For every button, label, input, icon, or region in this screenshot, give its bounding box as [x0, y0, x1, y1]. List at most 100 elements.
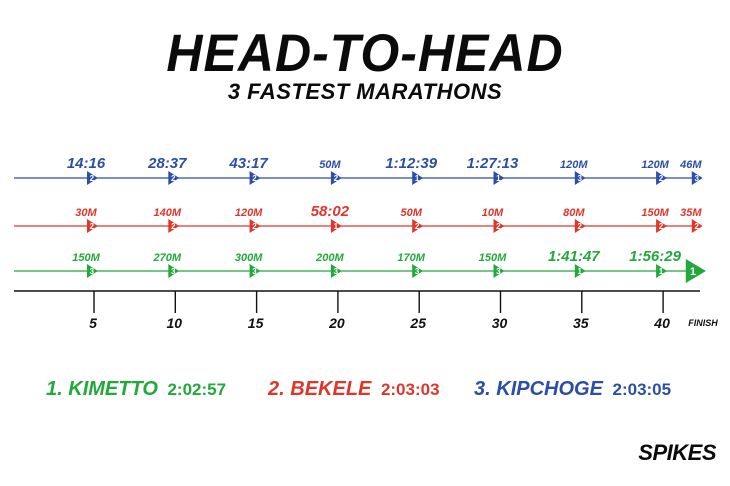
position-number: 2 — [171, 222, 176, 231]
position-marker — [691, 171, 703, 185]
position-number: 3 — [577, 174, 582, 183]
legend-kimetto: 1. KIMETTO 2:02:57 — [46, 378, 226, 401]
position-marker — [87, 264, 98, 278]
position-number: 2 — [90, 222, 95, 231]
position-number: 2 — [577, 222, 582, 231]
position-marker — [656, 219, 667, 233]
legend-rank: 1. — [46, 378, 63, 400]
split-label: 140M — [154, 207, 182, 219]
legend-name: BEKELE — [290, 378, 372, 400]
position-number: 2 — [415, 222, 420, 231]
position-marker — [168, 171, 180, 185]
split-label: 35M — [680, 207, 702, 219]
x-tick-label: 20 — [328, 315, 345, 331]
legend-time: 2:03:05 — [612, 380, 672, 399]
split-label: 120M — [235, 207, 263, 219]
position-number: 2 — [252, 222, 257, 231]
position-marker — [574, 264, 586, 278]
position-marker — [87, 219, 98, 233]
position-marker — [412, 264, 424, 278]
position-marker — [87, 171, 98, 185]
position-number: 3 — [334, 267, 339, 276]
position-marker — [330, 219, 342, 233]
spikes-logo: SPIKES — [638, 440, 716, 465]
split-label: 46M — [679, 159, 702, 171]
split-label: 170M — [397, 252, 425, 264]
legend-name: KIPCHOGE — [496, 378, 603, 400]
legend: 1. KIMETTO 2:02:57 2. BEKELE 2:03:03 3. … — [0, 378, 730, 410]
legend-kipchoge: 3. KIPCHOGE 2:03:05 — [474, 378, 671, 401]
split-label: 50M — [319, 159, 341, 171]
split-label: 200M — [315, 252, 344, 264]
chart-subtitle: 3 FASTEST MARATHONS — [227, 79, 503, 104]
split-label: 43:17 — [228, 155, 268, 172]
legend-name: KIMETTO — [68, 378, 158, 400]
legend-rank: 3. — [474, 378, 491, 400]
position-number: 3 — [694, 174, 699, 183]
split-label: 14:16 — [67, 155, 106, 172]
position-marker — [249, 171, 261, 185]
position-marker — [493, 219, 505, 233]
split-label: 270M — [153, 252, 182, 264]
position-marker — [330, 264, 342, 278]
split-label: 120M — [641, 159, 669, 171]
x-tick-label: 5 — [89, 315, 97, 331]
position-marker — [330, 171, 342, 185]
position-number: 1 — [334, 222, 339, 231]
title-block: HEAD-TO-HEAD 3 FASTEST MARATHONS — [0, 23, 730, 104]
legend-time: 2:02:57 — [167, 380, 227, 399]
split-label: 58:02 — [311, 203, 350, 220]
position-number: 1 — [577, 267, 582, 276]
position-number: 2 — [659, 174, 664, 183]
position-number: 2 — [171, 174, 176, 183]
split-label: 1:27:13 — [467, 155, 519, 172]
split-label: 10M — [482, 207, 504, 219]
position-marker — [493, 264, 505, 278]
position-number: 3 — [171, 267, 176, 276]
split-label: 1:56:29 — [629, 248, 681, 265]
split-label: 150M — [641, 207, 669, 219]
position-number: 1 — [659, 267, 664, 276]
x-tick-label: 15 — [248, 315, 264, 331]
position-number: 2 — [496, 222, 501, 231]
split-label: 28:37 — [147, 155, 187, 172]
split-label: 80M — [563, 207, 585, 219]
legend-rank: 2. — [268, 378, 285, 400]
position-number: 3 — [90, 267, 95, 276]
position-marker — [574, 171, 586, 185]
position-marker — [412, 219, 424, 233]
position-marker — [656, 264, 667, 278]
split-label: 150M — [72, 252, 100, 264]
x-tick-label: 40 — [653, 315, 670, 331]
x-tick-label: FINISH — [688, 318, 718, 328]
position-marker — [691, 219, 703, 233]
x-tick-label: 25 — [409, 315, 426, 331]
position-marker — [168, 264, 180, 278]
position-marker — [656, 171, 667, 185]
position-marker — [685, 259, 706, 283]
position-marker — [574, 219, 586, 233]
legend-time: 2:03:03 — [380, 380, 440, 399]
position-number: 2 — [334, 174, 339, 183]
position-number: 1 — [415, 174, 420, 183]
position-number: 3 — [496, 267, 501, 276]
split-label: 50M — [400, 207, 422, 219]
position-number: 3 — [415, 267, 420, 276]
position-marker — [249, 219, 261, 233]
position-number: 2 — [659, 222, 664, 231]
split-label: 30M — [75, 207, 97, 219]
position-number: 1 — [690, 266, 696, 278]
position-number: 2 — [90, 174, 95, 183]
split-label: 300M — [235, 252, 263, 264]
split-label: 120M — [560, 159, 588, 171]
split-label: 1:12:39 — [385, 155, 437, 172]
legend-bekele: 2. BEKELE 2:03:03 — [268, 378, 440, 401]
chart-title: HEAD-TO-HEAD — [166, 23, 564, 83]
position-number: 3 — [252, 267, 257, 276]
position-marker — [168, 219, 180, 233]
split-label: 1:41:47 — [548, 248, 600, 265]
x-tick-label: 10 — [167, 315, 183, 331]
position-number: 2 — [694, 222, 699, 231]
position-marker — [493, 171, 505, 185]
